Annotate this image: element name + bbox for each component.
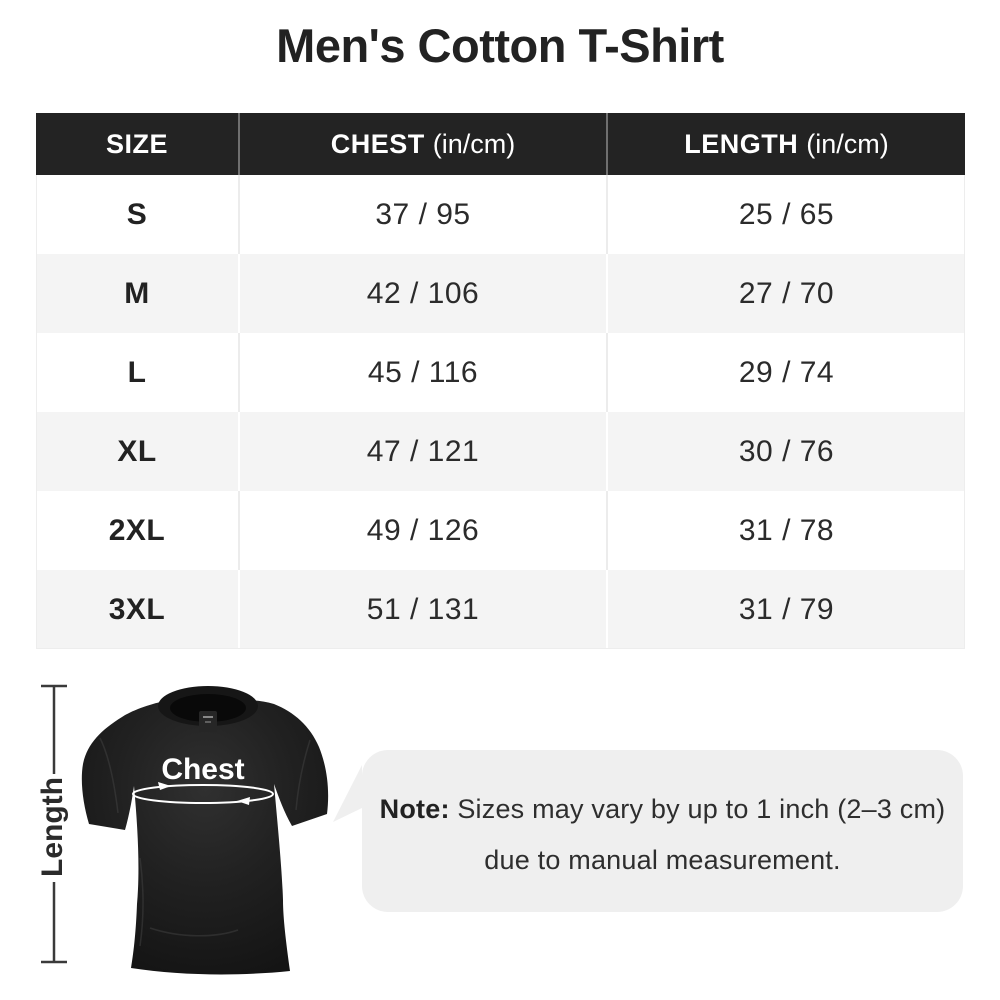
col-header-size: SIZE — [36, 113, 238, 175]
page-title: Men's Cotton T-Shirt — [276, 19, 724, 72]
arrow-left-icon — [237, 797, 250, 805]
note-line-1: Note: Sizes may vary by up to 1 inch (2–… — [380, 794, 946, 825]
cell-size: M — [124, 276, 150, 310]
cell-size: 3XL — [108, 592, 166, 626]
cell-chest: 49 / 126 — [238, 491, 608, 570]
cell-chest: 51 / 131 — [238, 570, 608, 649]
col-header-length-label: LENGTH — [684, 128, 799, 159]
table-row: L 45 / 116 29 / 74 — [36, 333, 965, 412]
cell-chest: 47 / 121 — [238, 412, 608, 491]
size-table: SIZE CHEST (in/cm) LENGTH (in/cm) S 37 /… — [36, 113, 965, 649]
cell-length: 27 / 70 — [738, 276, 835, 310]
table-row: M 42 / 106 27 / 70 — [36, 254, 965, 333]
wrinkle-highlights — [99, 737, 311, 947]
note-bubble-tail — [333, 765, 362, 822]
cell-length: 25 / 65 — [738, 197, 835, 231]
table-row: XL 47 / 121 30 / 76 — [36, 412, 965, 491]
note-line-2: due to manual measurement. — [484, 845, 841, 875]
cell-length: 29 / 74 — [738, 355, 835, 389]
col-header-chest-label: CHEST — [330, 128, 425, 159]
cell-length: 31 / 78 — [738, 513, 835, 547]
cell-size: S — [126, 197, 148, 231]
cell-length: 30 / 76 — [738, 434, 835, 468]
length-label: Length — [36, 777, 69, 877]
chest-measure-ellipse — [132, 784, 274, 804]
cell-length: 31 / 79 — [738, 592, 835, 626]
col-header-chest: CHEST (in/cm) — [238, 113, 608, 175]
tshirt-image: Chest — [81, 686, 329, 975]
cell-chest: 45 / 116 — [238, 333, 608, 412]
note-text-1: Sizes may vary by up to 1 inch (2–3 cm) — [457, 794, 946, 824]
table-row: 3XL 51 / 131 31 / 79 — [36, 570, 965, 649]
tshirt-silhouette — [81, 700, 329, 975]
cell-size: L — [127, 355, 147, 389]
table-row: S 37 / 95 25 / 65 — [36, 175, 965, 254]
length-indicator: Length — [36, 684, 69, 964]
chest-label: Chest — [161, 753, 244, 786]
cell-size: 2XL — [108, 513, 166, 547]
collar — [158, 686, 258, 732]
table-header-row: SIZE CHEST (in/cm) LENGTH (in/cm) — [36, 113, 965, 175]
cell-chest: 37 / 95 — [238, 175, 608, 254]
col-header-chest-unit: (in/cm) — [432, 128, 516, 159]
note-prefix: Note: — [379, 794, 450, 824]
table-row: 2XL 49 / 126 31 / 78 — [36, 491, 965, 570]
note-bubble: Note: Sizes may vary by up to 1 inch (2–… — [333, 750, 963, 912]
length-line — [41, 684, 67, 964]
col-header-length-unit: (in/cm) — [806, 128, 889, 159]
col-header-size-label: SIZE — [105, 128, 168, 159]
table-body: S 37 / 95 25 / 65 M 42 / 106 27 / 70 L 4… — [36, 175, 965, 649]
cell-chest: 42 / 106 — [238, 254, 608, 333]
cell-size: XL — [117, 434, 157, 468]
arrow-right-icon — [158, 782, 171, 790]
col-header-length: LENGTH (in/cm) — [608, 113, 965, 175]
